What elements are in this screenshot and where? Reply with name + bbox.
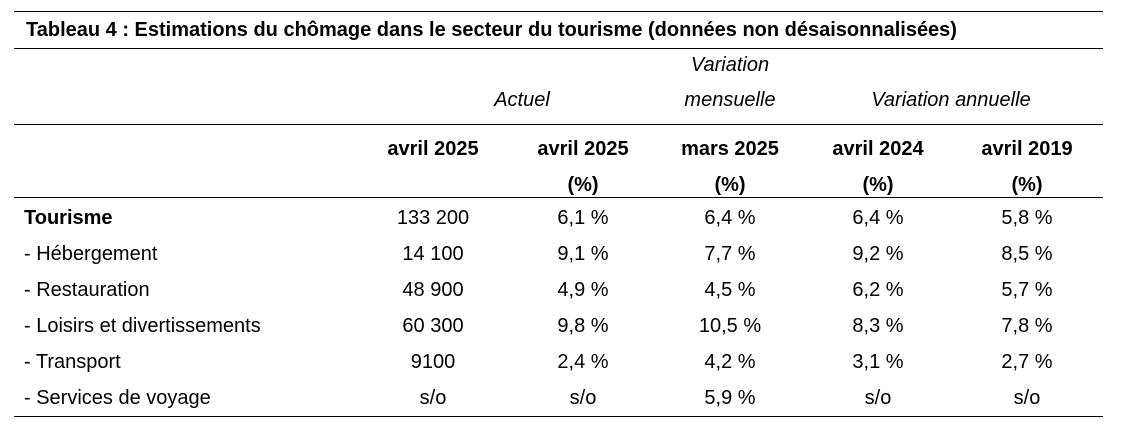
column-header-date: avril 2019 <box>981 138 1073 160</box>
group-header-row: Actuel Variation mensuelle Variation ann… <box>14 49 1103 125</box>
table-cell: 5,9 % <box>704 387 756 409</box>
table-cell: 9,2 % <box>852 243 904 265</box>
row-label: - Services de voyage <box>24 387 211 409</box>
row-label: Tourisme <box>24 207 113 229</box>
row-label: - Hébergement <box>24 243 158 265</box>
table-cell: 6,4 % <box>704 207 756 229</box>
column-header-date: avril 2024 <box>832 138 924 160</box>
table-title-row: Tableau 4 : Estimations du chômage dans … <box>14 11 1103 49</box>
table-cell: 6,4 % <box>852 207 904 229</box>
table-cell: s/o <box>419 387 447 409</box>
table-cell: 14 100 <box>402 243 464 265</box>
column-header: avril 2025 (%) <box>508 131 658 203</box>
table-cell: 9,8 % <box>557 315 609 337</box>
table-cell: 10,5 % <box>698 315 762 337</box>
table-row: - Restauration 48 900 4,9 % 4,5 % 6,2 % … <box>14 272 1103 308</box>
table-cell: 60 300 <box>402 315 464 337</box>
table-cell: 8,3 % <box>852 315 904 337</box>
column-header-date: avril 2025 <box>537 138 629 160</box>
table-row: Tourisme 133 200 6,1 % 6,4 % 6,4 % 5,8 % <box>14 200 1103 236</box>
group-variation-mensuelle-line2: mensuelle <box>684 89 776 111</box>
table-cell: 7,7 % <box>704 243 756 265</box>
column-header-date: mars 2025 <box>681 138 779 160</box>
column-header-unit: (%) <box>1011 174 1043 196</box>
table-cell: s/o <box>569 387 597 409</box>
table-cell: 2,7 % <box>1001 351 1053 373</box>
table-cell: 48 900 <box>402 279 464 301</box>
table-cell: 7,8 % <box>1001 315 1053 337</box>
table-cell: 3,1 % <box>852 351 904 373</box>
table-row: - Hébergement 14 100 9,1 % 7,7 % 9,2 % 8… <box>14 236 1103 272</box>
column-header-unit: (%) <box>862 174 894 196</box>
table-cell: 4,9 % <box>557 279 609 301</box>
table-cell: 6,1 % <box>557 207 609 229</box>
table-cell: 4,5 % <box>704 279 756 301</box>
row-label: - Restauration <box>24 279 150 301</box>
table-row: - Services de voyage s/o s/o 5,9 % s/o s… <box>14 380 1103 416</box>
column-header: avril 2024 (%) <box>803 131 953 203</box>
column-header-unit: (%) <box>714 174 746 196</box>
table-row: - Loisirs et divertissements 60 300 9,8 … <box>14 308 1103 344</box>
column-header-unit: (%) <box>567 174 599 196</box>
group-actuel: Actuel <box>494 89 550 111</box>
table-cell: 9,1 % <box>557 243 609 265</box>
table-body: Tourisme 133 200 6,1 % 6,4 % 6,4 % 5,8 %… <box>14 198 1103 417</box>
table-cell: 6,2 % <box>852 279 904 301</box>
table-cell: 5,7 % <box>1001 279 1053 301</box>
group-variation-annuelle: Variation annuelle <box>871 89 1031 111</box>
row-label: - Transport <box>24 351 121 373</box>
table-cell: 4,2 % <box>704 351 756 373</box>
column-header-row: avril 2025 avril 2025 (%) mars 2025 (%) … <box>14 125 1103 198</box>
table-cell: s/o <box>1013 387 1041 409</box>
unemployment-table: Tableau 4 : Estimations du chômage dans … <box>14 11 1103 417</box>
table-cell: 2,4 % <box>557 351 609 373</box>
table-cell: s/o <box>864 387 892 409</box>
table-cell: 9100 <box>410 351 456 373</box>
column-header: mars 2025 (%) <box>655 131 805 203</box>
group-variation-mensuelle-line1: Variation <box>690 54 770 76</box>
column-header: avril 2025 <box>358 131 508 167</box>
row-label: - Loisirs et divertissements <box>24 315 261 337</box>
table-title: Tableau 4 : Estimations du chômage dans … <box>26 18 957 41</box>
column-header-date: avril 2025 <box>387 138 479 160</box>
column-header: avril 2019 (%) <box>952 131 1102 203</box>
table-cell: 5,8 % <box>1001 207 1053 229</box>
table-row: - Transport 9100 2,4 % 4,2 % 3,1 % 2,7 % <box>14 344 1103 380</box>
table-cell: 133 200 <box>396 207 470 229</box>
table-cell: 8,5 % <box>1001 243 1053 265</box>
